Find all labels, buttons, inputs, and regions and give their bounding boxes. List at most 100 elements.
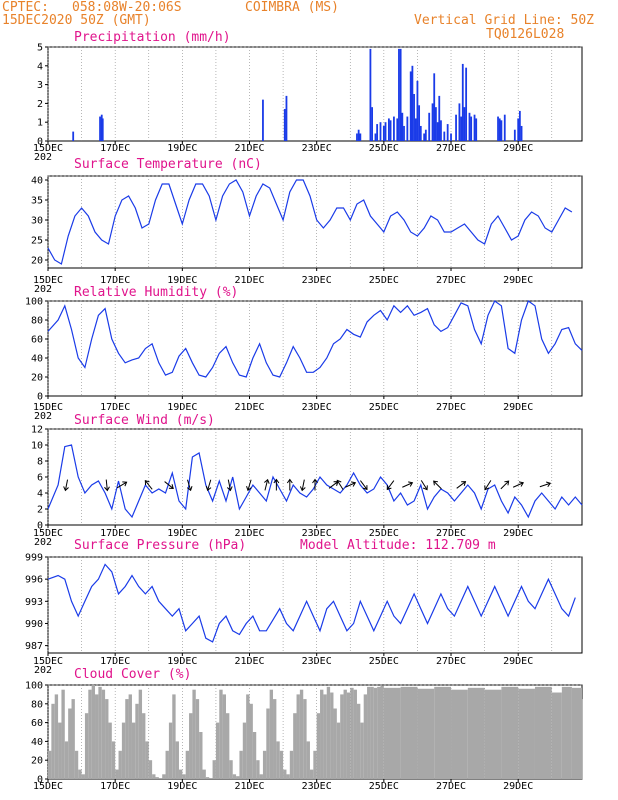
x-tick-label: 23DEC [302,143,332,154]
x-tick-label: 25DEC [369,656,399,667]
precip-bar [393,116,395,141]
x-tick-label: 29DEC [503,143,533,154]
precip-bar [460,116,462,141]
cloud-bar [330,692,334,779]
x-tick-label: 27DEC [436,143,466,154]
cloud-bar [118,750,122,779]
precip-bar [465,67,468,141]
precip-bar [497,116,499,141]
cloud-bar [229,760,233,779]
x-tick-label: 29DEC [503,528,533,539]
x-tick-label: 17DEC [100,781,130,792]
cloud-bar [266,708,270,779]
wind-arrow [144,480,153,490]
grid-note: Vertical Grid Line: 50Z [414,13,594,28]
cloud-bar [360,722,364,779]
cloud-bar [175,741,179,779]
cloud-bar [189,713,193,779]
precip-bar [356,133,358,141]
wind-arrow [500,480,510,490]
y-tick-label: 0 [37,521,43,532]
y-tick-label: 80 [31,699,43,710]
cloud-bar [346,692,351,779]
precip-bar [446,124,449,141]
precip-bar [498,118,501,141]
plot-frame [47,556,583,654]
year-label: 202 [34,537,52,548]
x-tick-label: 17DEC [100,402,130,413]
x-tick-label: 19DEC [167,781,197,792]
precip-bar [262,99,264,141]
y-tick-label: 987 [25,641,43,652]
cloud-bar [293,713,297,779]
x-tick-label: 29DEC [503,275,533,286]
cloud-bar [561,686,572,779]
x-tick-label: 17DEC [100,528,130,539]
cloud-bar [373,687,378,779]
x-tick-label: 15DEC [33,275,63,286]
cloud-bar [286,774,290,779]
cloud-bar [81,774,85,779]
cloud-bar [135,703,139,779]
precip-bar [520,125,523,141]
precip-bar [518,110,521,141]
cloud-bar [68,708,72,779]
x-tick-label: 19DEC [167,402,197,413]
y-tick-label: 100 [25,297,43,308]
cloud-bar [199,732,203,779]
y-tick-label: 6 [37,473,43,484]
cloud-bar [64,741,69,779]
x-tick-label: 29DEC [503,402,533,413]
temp-series-line [47,179,573,265]
precip-bar [416,80,419,141]
cloud-bar [105,699,109,779]
y-tick-label: 60 [31,718,43,729]
precip-bar [473,114,476,141]
cloud-bar [148,760,153,779]
cloud-bar [185,750,190,779]
cloud-bar [232,774,237,779]
x-tick-label: 21DEC [234,275,264,286]
precip-bar [463,107,466,141]
precip-bar [384,122,387,141]
cloud-bar [501,686,519,779]
cloud-bar [131,722,136,779]
cloud-bar [370,686,374,779]
y-tick-label: 20 [31,756,43,767]
y-tick-label: 40 [31,354,43,365]
x-tick-label: 21DEC [234,656,264,667]
cloud-bar [95,694,99,779]
cloud-bar [98,686,102,779]
precip-bar [443,131,446,141]
x-tick-label: 15DEC [33,656,63,667]
y-tick-label: 20 [31,256,43,267]
y-tick-label: 40 [31,176,43,187]
x-tick-label: 27DEC [436,781,466,792]
precip-bar [411,65,414,141]
cloud-bar [296,694,300,779]
wind-arrow [226,479,233,492]
precip-bar [371,107,373,141]
cloud-bar [363,694,368,779]
x-tick-label: 17DEC [100,656,130,667]
cloud-bar [205,777,210,779]
x-tick-label: 15DEC [33,143,63,154]
precip-title: Precipitation (mm/h) [74,30,231,45]
precip-bar [101,118,104,141]
cloud-bar [58,722,62,779]
wind-arrow [484,480,492,491]
cloud-bar [178,769,183,779]
cloud-bar [78,769,82,779]
x-tick-label: 27DEC [436,402,466,413]
cloud-bar [551,692,562,779]
cloud-bar [276,741,280,779]
y-tick-label: 996 [25,575,43,586]
y-tick-label: 30 [31,216,43,227]
cloud-bar [340,694,344,779]
precip-bar [468,112,471,141]
cloud-bar [571,687,582,779]
cloud-bar [88,689,92,779]
cloud-bar [417,688,435,779]
cloud-bar [172,694,176,779]
precip-bar [382,125,385,141]
